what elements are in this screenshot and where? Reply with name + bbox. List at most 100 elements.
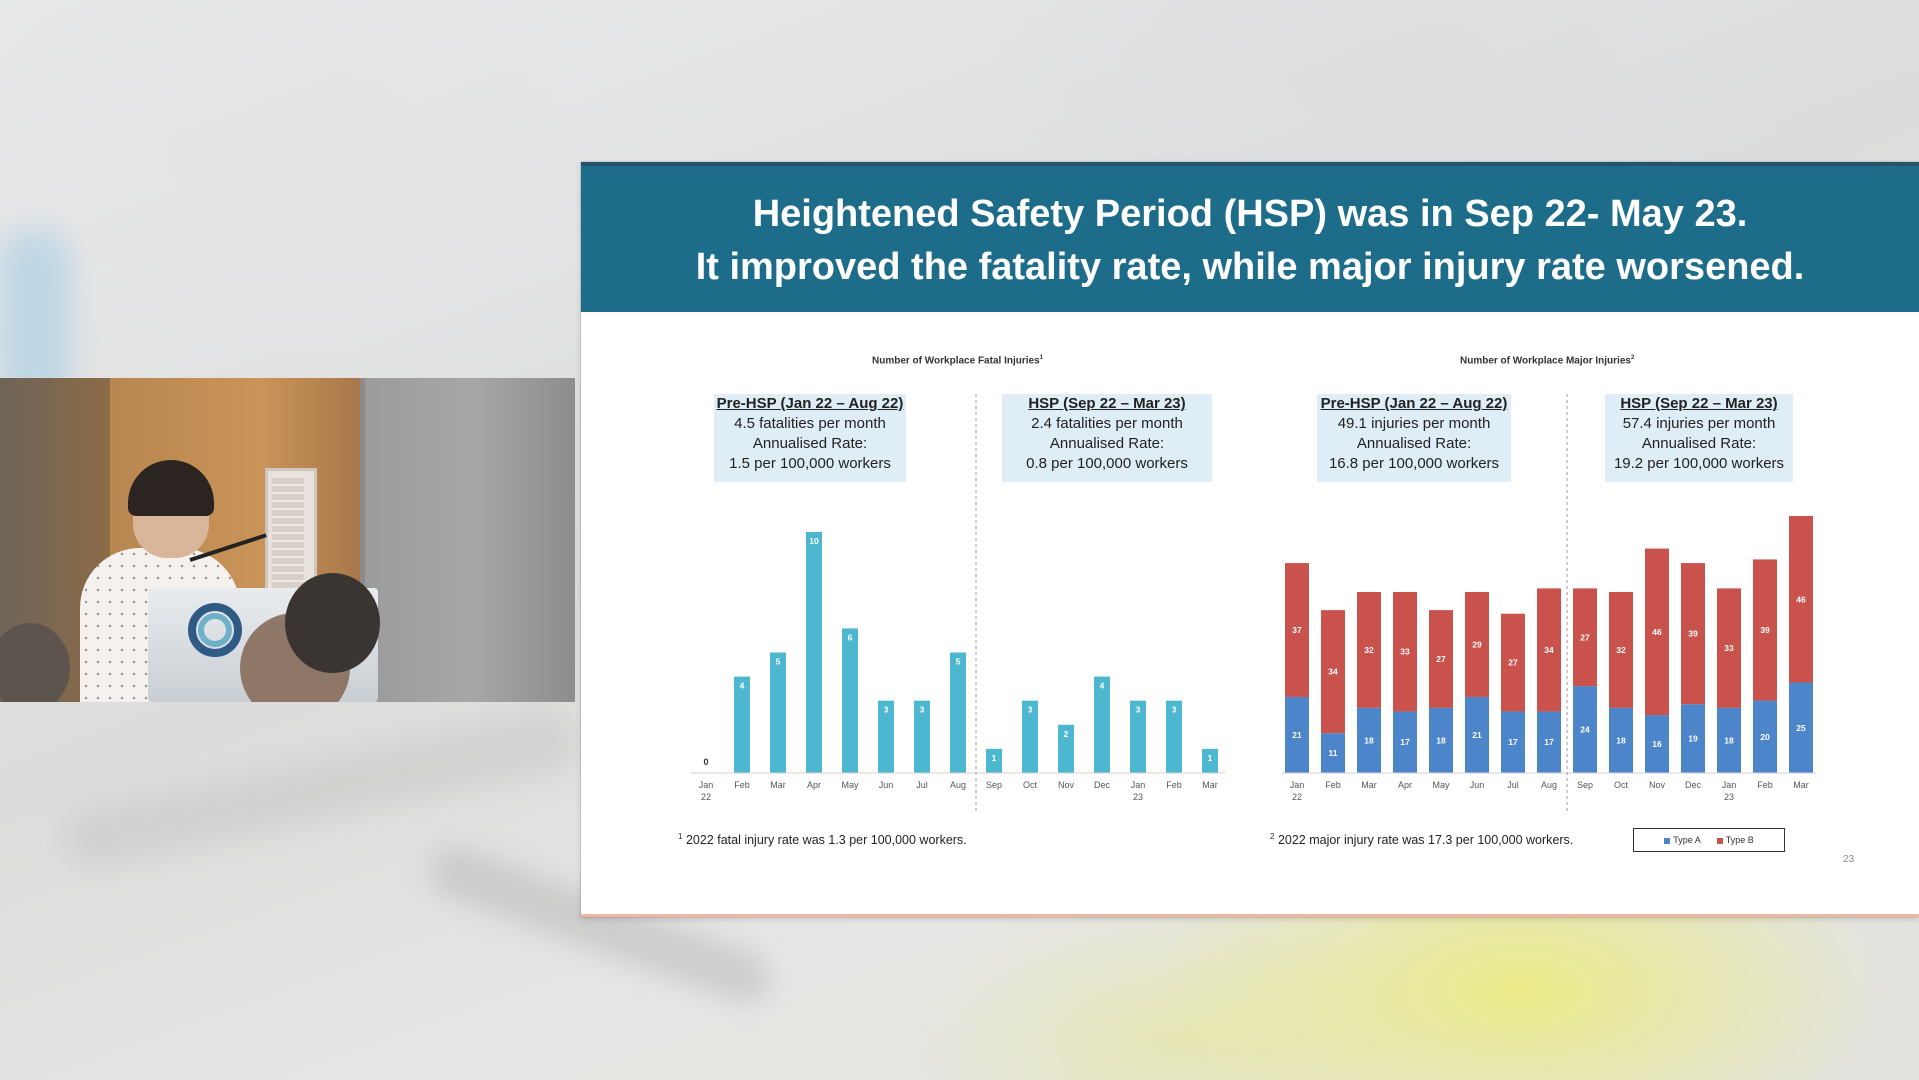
type-a-bar xyxy=(1609,707,1633,773)
fatal-bar-value-label: 3 xyxy=(1172,705,1177,715)
type-b-bar xyxy=(1393,592,1417,712)
type-a-value-label: 19 xyxy=(1688,734,1698,744)
x-tick-label: Apr xyxy=(807,780,821,790)
type-b-value-label: 34 xyxy=(1328,667,1338,677)
type-a-bar xyxy=(1285,696,1309,773)
x-tick-label: Nov xyxy=(1058,780,1075,790)
fatal-bar xyxy=(1022,700,1038,773)
type-a-bar xyxy=(1321,733,1345,773)
type-b-value-label: 39 xyxy=(1688,629,1698,639)
type-b-bar xyxy=(1645,548,1669,716)
type-b-bar xyxy=(1681,563,1705,705)
video-wall-panel-grid xyxy=(272,478,304,588)
type-b-value-label: 32 xyxy=(1616,645,1626,655)
type-b-bar xyxy=(1609,592,1633,708)
type-a-bar xyxy=(1501,711,1525,773)
fatal-bar-value-label: 2 xyxy=(1064,729,1069,739)
type-b-bar xyxy=(1717,588,1741,708)
type-b-value-label: 46 xyxy=(1796,594,1806,604)
x-tick-label: 22 xyxy=(1292,792,1302,802)
x-tick-label: May xyxy=(841,780,859,790)
fatal-bar-value-label: 1 xyxy=(992,753,997,763)
x-tick-label: Apr xyxy=(1398,780,1412,790)
x-tick-label: 23 xyxy=(1133,792,1143,802)
type-b-bar xyxy=(1357,592,1381,708)
background-blur xyxy=(59,706,581,874)
video-wall xyxy=(365,378,575,702)
audience-head xyxy=(285,573,380,673)
x-tick-label: Nov xyxy=(1649,780,1666,790)
x-tick-label: Aug xyxy=(950,780,966,790)
x-tick-label: Jul xyxy=(1507,780,1519,790)
fatal-pre-hsp-box: Pre-HSP (Jan 22 – Aug 22) 4.5 fatalities… xyxy=(714,394,906,482)
type-a-bar xyxy=(1789,682,1813,773)
fatal-bar-value-label: 0 xyxy=(703,757,708,767)
fatal-bar xyxy=(806,532,822,773)
type-a-bar xyxy=(1681,704,1705,773)
type-b-bar xyxy=(1573,588,1597,687)
fatal-bar xyxy=(770,652,786,773)
type-a-value-label: 20 xyxy=(1760,732,1770,742)
major-footnote-sup: 2 xyxy=(1270,832,1275,841)
box-header: Pre-HSP (Jan 22 – Aug 22) xyxy=(716,395,904,412)
type-a-value-label: 21 xyxy=(1472,730,1482,740)
fatal-bar-value-label: 5 xyxy=(776,657,781,667)
type-a-value-label: 16 xyxy=(1652,739,1662,749)
type-b-bar xyxy=(1429,610,1453,708)
x-tick-label: Sep xyxy=(986,780,1002,790)
box-line: 57.4 injuries per month xyxy=(1622,415,1776,432)
x-tick-label: Jan xyxy=(1722,780,1737,790)
fatal-bar-value-label: 3 xyxy=(920,705,925,715)
x-tick-label: Mar xyxy=(1793,780,1809,790)
type-b-value-label: 29 xyxy=(1472,640,1482,650)
fatal-bar xyxy=(1166,700,1182,773)
type-a-bar xyxy=(1537,711,1561,773)
type-b-value-label: 34 xyxy=(1544,645,1554,655)
type-a-bar xyxy=(1393,711,1417,773)
legend-label-type-b: Type B xyxy=(1725,835,1754,845)
x-tick-label: 22 xyxy=(701,792,711,802)
type-b-bar xyxy=(1501,613,1525,712)
type-a-value-label: 17 xyxy=(1508,737,1518,747)
fatal-chart-title: Number of Workplace Fatal Injuries1 xyxy=(872,355,1043,366)
type-b-bar xyxy=(1537,588,1561,712)
legend-swatch-type-b xyxy=(1716,837,1723,844)
slide-title-line2: It improved the fatality rate, while maj… xyxy=(695,246,1805,288)
x-tick-label: Jun xyxy=(1470,780,1485,790)
fatal-bar-value-label: 6 xyxy=(848,632,853,642)
x-tick-label: Sep xyxy=(1577,780,1593,790)
box-line: Annualised Rate: xyxy=(1049,435,1165,452)
type-a-value-label: 21 xyxy=(1292,730,1302,740)
x-tick-label: Aug xyxy=(1541,780,1557,790)
fatal-bar-value-label: 10 xyxy=(809,536,819,546)
type-a-value-label: 18 xyxy=(1724,735,1734,745)
type-b-bar xyxy=(1789,516,1813,683)
fatal-bar xyxy=(734,676,750,773)
major-chart-legend: Type A Type B xyxy=(1633,828,1785,852)
fatal-footnote-text: 2022 fatal injury rate was 1.3 per 100,0… xyxy=(685,833,967,848)
box-line: 0.8 per 100,000 workers xyxy=(1026,455,1188,472)
x-tick-label: May xyxy=(1432,780,1450,790)
x-tick-label: Oct xyxy=(1614,780,1629,790)
box-line: Annualised Rate: xyxy=(1641,435,1757,452)
legend-item-type-b: Type B xyxy=(1716,835,1754,845)
box-line: 19.2 per 100,000 workers xyxy=(1613,455,1785,472)
type-a-bar xyxy=(1465,696,1489,773)
type-b-value-label: 46 xyxy=(1652,627,1662,637)
slide-bottom-border xyxy=(581,914,1919,917)
audience-head xyxy=(0,623,70,702)
box-line: Annualised Rate: xyxy=(752,435,868,452)
type-b-value-label: 33 xyxy=(1724,643,1734,653)
x-tick-label: Feb xyxy=(1166,780,1182,790)
type-a-value-label: 24 xyxy=(1580,725,1590,735)
type-a-bar xyxy=(1753,700,1777,773)
type-b-bar xyxy=(1285,563,1309,697)
speaker-video xyxy=(0,378,575,702)
legend-swatch-type-a xyxy=(1664,837,1671,844)
fatal-bar-value-label: 3 xyxy=(1028,705,1033,715)
type-a-value-label: 25 xyxy=(1796,723,1806,733)
x-tick-label: Feb xyxy=(734,780,750,790)
fatal-hsp-box: HSP (Sep 22 – Mar 23) 2.4 fatalities per… xyxy=(1002,394,1212,482)
fatal-bar-value-label: 3 xyxy=(1136,705,1141,715)
type-b-value-label: 32 xyxy=(1364,645,1374,655)
